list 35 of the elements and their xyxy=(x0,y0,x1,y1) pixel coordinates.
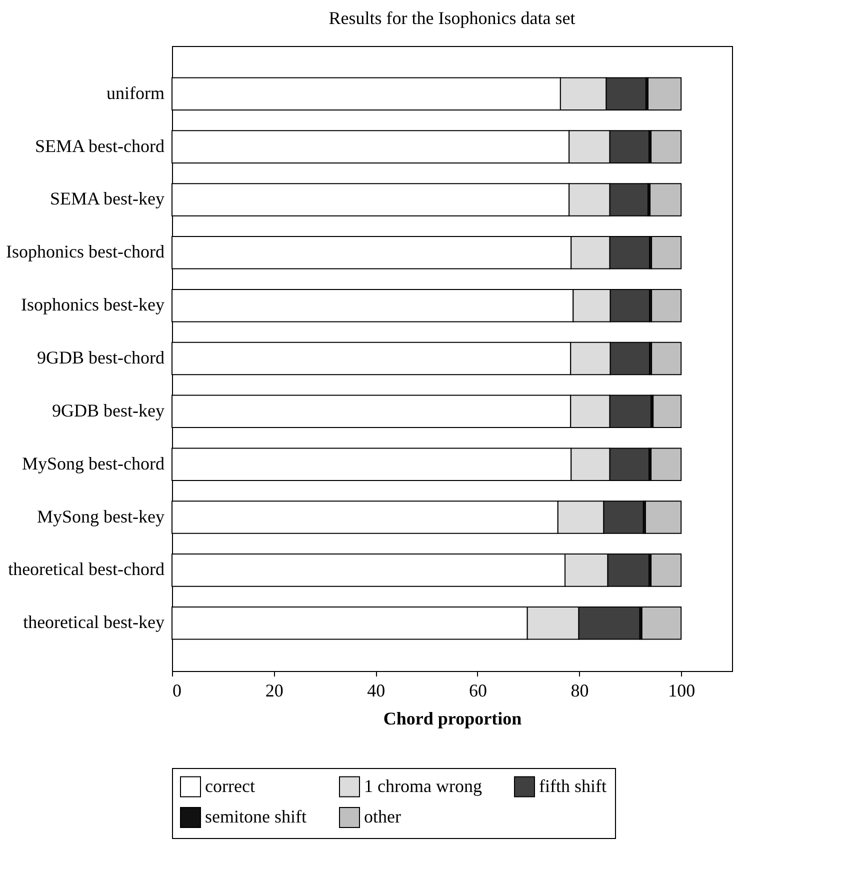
legend-label: correct xyxy=(205,776,255,796)
y-tick-label: 9GDB best-chord xyxy=(37,348,164,368)
x-tick-label: 60 xyxy=(468,680,487,700)
y-tick-label: theoretical best-chord xyxy=(8,559,164,580)
y-tick-label: MySong best-key xyxy=(37,506,164,526)
y-tick-label: Isophonics best-key xyxy=(21,294,164,315)
bar xyxy=(644,500,682,534)
legend-label: other xyxy=(364,806,401,826)
bar xyxy=(641,606,682,640)
x-tick-label: 100 xyxy=(668,680,696,700)
x-tick-label: 40 xyxy=(367,680,386,700)
bar xyxy=(651,236,682,270)
bar xyxy=(650,183,682,216)
bar xyxy=(651,342,682,376)
bar xyxy=(650,130,682,164)
x-tick-label: 80 xyxy=(570,680,589,700)
y-tick-label: theoretical best-key xyxy=(23,612,164,632)
y-tick-label: SEMA best-key xyxy=(50,188,164,209)
y-tick-label: 9GDB best-key xyxy=(52,400,164,420)
legend-label: 1 chroma wrong xyxy=(364,776,482,796)
legend-label: semitone shift xyxy=(205,806,306,826)
x-axis-title: Chord proportion xyxy=(383,708,522,728)
y-tick-label: uniform xyxy=(106,82,164,103)
bar xyxy=(650,554,682,587)
y-tick-label: Isophonics best-chord xyxy=(6,242,164,262)
legend-label: fifth shift xyxy=(539,776,606,796)
bar xyxy=(652,394,682,428)
chart-title: Results for the Isophonics data set xyxy=(328,8,576,28)
bar xyxy=(648,77,682,111)
y-tick-label: MySong best-chord xyxy=(22,453,164,474)
x-tick-label: 0 xyxy=(172,680,182,700)
bar xyxy=(650,448,682,481)
bar xyxy=(651,288,682,322)
y-tick-label: SEMA best-chord xyxy=(35,136,164,156)
x-tick-label: 20 xyxy=(265,680,284,700)
